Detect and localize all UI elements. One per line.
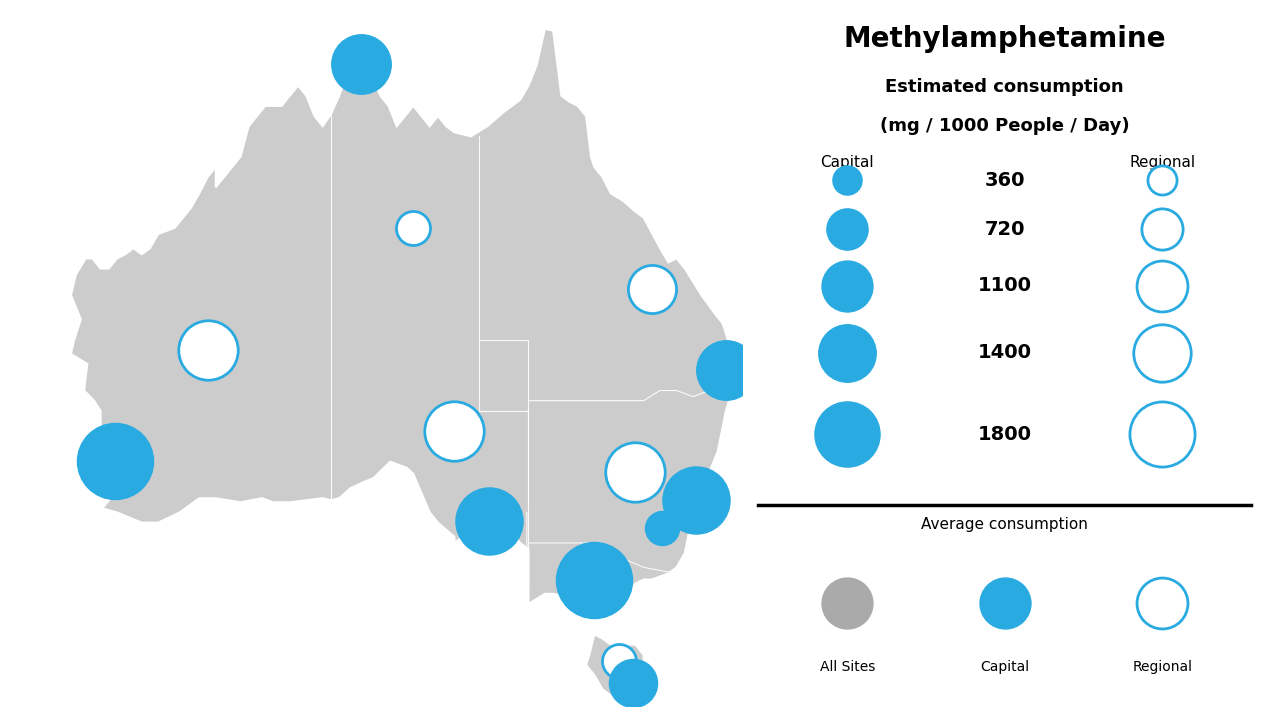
Polygon shape: [70, 29, 736, 604]
Point: [652, 523, 672, 534]
Point: [1152, 174, 1172, 186]
Point: [622, 677, 643, 688]
Text: 1400: 1400: [978, 343, 1032, 362]
Point: [1152, 598, 1172, 609]
Point: [686, 494, 707, 505]
Text: Average consumption: Average consumption: [922, 517, 1088, 531]
Point: [641, 283, 662, 294]
Point: [609, 655, 630, 667]
Text: Regional: Regional: [1133, 660, 1192, 674]
Polygon shape: [586, 634, 644, 696]
Point: [105, 455, 125, 467]
Point: [1152, 428, 1172, 440]
Text: All Sites: All Sites: [819, 660, 876, 674]
Point: [584, 574, 604, 585]
Text: Capital: Capital: [820, 156, 874, 171]
Point: [625, 466, 645, 477]
Text: 1800: 1800: [978, 425, 1032, 444]
Point: [716, 364, 736, 375]
Point: [479, 516, 499, 527]
Point: [995, 598, 1015, 609]
Point: [351, 58, 371, 70]
Text: 720: 720: [984, 220, 1025, 239]
Point: [837, 428, 858, 440]
Text: (mg / 1000 People / Day): (mg / 1000 People / Day): [879, 117, 1130, 135]
Point: [837, 598, 858, 609]
Point: [1152, 280, 1172, 292]
Text: Methylamphetamine: Methylamphetamine: [844, 24, 1166, 53]
Text: 360: 360: [984, 171, 1025, 189]
Text: Capital: Capital: [980, 660, 1029, 674]
Text: 1100: 1100: [978, 276, 1032, 295]
Point: [1152, 347, 1172, 359]
Point: [837, 224, 858, 235]
Text: Estimated consumption: Estimated consumption: [886, 78, 1124, 96]
Point: [837, 280, 858, 292]
Point: [1152, 224, 1172, 235]
Text: Regional: Regional: [1129, 156, 1196, 171]
Point: [837, 174, 858, 186]
Point: [197, 344, 218, 356]
Point: [403, 222, 424, 233]
Point: [837, 347, 858, 359]
Point: [444, 426, 465, 437]
